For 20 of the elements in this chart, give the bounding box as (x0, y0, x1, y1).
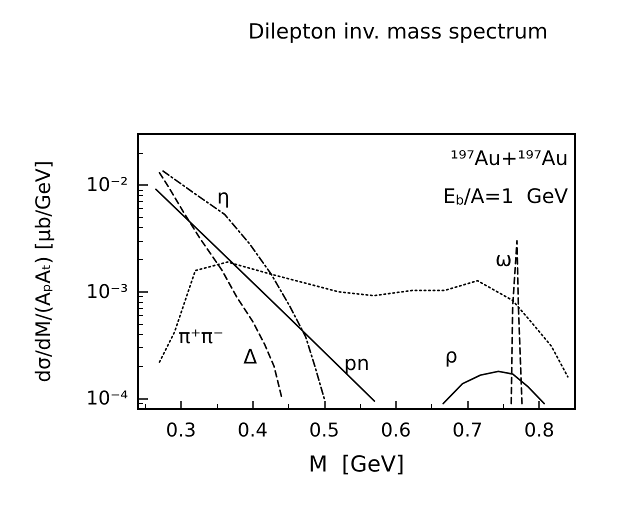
annotation: ¹⁹⁷Au+¹⁹⁷Au (450, 146, 568, 170)
x-axis-title: M [GeV] (308, 452, 404, 478)
x-tick-label: 0.6 (380, 420, 412, 442)
x-tick-label: 0.4 (238, 420, 268, 442)
x-tick-label: 0.5 (309, 420, 340, 442)
chart-title: Dilepton inv. mass spectrum (248, 20, 548, 44)
y-tick-label: 10⁻³ (86, 280, 128, 303)
series-label: π⁺π⁻ (178, 324, 224, 348)
series-label: pn (344, 351, 370, 376)
y-tick-label: 10⁻⁴ (86, 388, 128, 410)
x-tick-label: 0.8 (524, 420, 554, 442)
series-label: Δ (243, 344, 258, 368)
annotation: Eb/A=1 GeV (443, 184, 568, 208)
series-label: η (216, 184, 230, 208)
x-tick-label: 0.3 (166, 420, 196, 442)
series-label: ρ (444, 344, 458, 368)
series-label: ω (495, 246, 512, 271)
x-tick-label: 0.7 (452, 420, 483, 442)
y-tick-label: 10⁻² (86, 174, 128, 196)
y-axis-title: dσ/dM/(AₚAₜ) [μb/GeV] (31, 160, 55, 382)
